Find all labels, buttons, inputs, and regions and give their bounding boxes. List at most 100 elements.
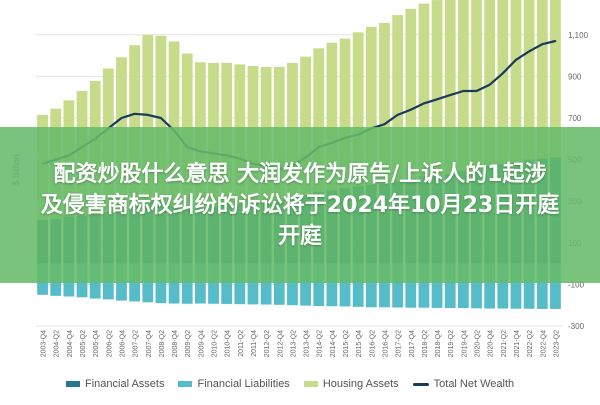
bar-financial-liabilities (181, 263, 193, 304)
bar-housing-assets (142, 34, 154, 202)
x-tick-label: 2009-Q2 (185, 330, 192, 357)
legend-item-housing-assets: Housing Assets (303, 378, 399, 390)
bar-financial-liabilities (339, 263, 351, 307)
x-tick-label: 2010-Q4 (225, 330, 232, 357)
bar-financial-liabilities (523, 263, 535, 309)
bar-housing-assets (431, 0, 443, 176)
x-tick-label: 2007-Q2 (133, 330, 140, 357)
bar-financial-liabilities (418, 263, 430, 308)
bar-financial-liabilities (405, 263, 417, 308)
point-total-net-wealth (160, 117, 162, 119)
legend-label-financial-liabilities: Financial Liabilities (197, 378, 290, 390)
bar-housing-assets (484, 0, 496, 166)
point-total-net-wealth (541, 43, 544, 46)
point-total-net-wealth (475, 90, 478, 92)
point-total-net-wealth (528, 50, 531, 53)
overlay-text-line-1: 配资炒股什么意思 大润发作为原告/上诉人的1起涉 (53, 161, 547, 187)
x-tick-label: 2004-Q4 (67, 330, 74, 357)
overlay-text-line-2: 及侵害商标权纠纷的诉讼将于2024年10月23日开庭 (40, 192, 560, 218)
x-tick-label: 2014-Q4 (330, 330, 337, 357)
legend-label-housing-assets: Housing Assets (322, 378, 399, 390)
bar-housing-assets (497, 0, 509, 164)
point-total-net-wealth (423, 102, 425, 105)
bar-financial-liabilities (457, 263, 469, 309)
point-total-net-wealth (554, 40, 557, 42)
legend-item-financial-assets: Financial Assets (66, 378, 164, 390)
bar-housing-assets (550, 0, 561, 158)
bar-financial-liabilities (234, 263, 246, 305)
y-tick-label: -300 (568, 322, 585, 331)
legend-label-total-net-wealth: Total Net Wealth (433, 378, 515, 390)
bar-housing-assets (510, 0, 522, 163)
x-tick-label: 2021-Q2 (501, 330, 508, 357)
bar-financial-liabilities (444, 263, 456, 309)
x-tick-label: 2012-Q4 (277, 330, 284, 357)
legend-swatch-financial-assets (66, 381, 80, 387)
legend-item-financial-liabilities: Financial Liabilities (178, 378, 290, 390)
x-tick-label: 2023-Q2 (553, 330, 560, 357)
legend-item-total-net-wealth: Total Net Wealth (412, 378, 515, 390)
bar-housing-assets (168, 41, 180, 206)
x-tick-label: 2017-Q4 (409, 330, 416, 357)
bar-financial-liabilities (379, 263, 390, 308)
x-tick-label: 2006-Q4 (119, 330, 126, 357)
legend-swatch-housing-assets (303, 381, 318, 387)
bar-financial-liabilities (536, 263, 548, 309)
bar-financial-liabilities (510, 263, 522, 309)
x-tick-label: 2021-Q4 (514, 330, 521, 357)
x-tick-label: 2022-Q2 (527, 330, 534, 357)
y-tick-label: 1,100 (568, 31, 589, 40)
bar-financial-liabilities (431, 263, 443, 308)
x-tick-label: 2019-Q4 (461, 330, 468, 357)
x-tick-label: 2004-Q2 (54, 330, 61, 357)
x-tick-label: 2008-Q2 (159, 330, 166, 357)
point-total-net-wealth (133, 112, 136, 115)
bar-financial-liabilities (168, 263, 180, 304)
point-total-net-wealth (501, 72, 504, 75)
overlay-banner[interactable]: 配资炒股什么意思 大润发作为原告/上诉人的1起涉 及侵害商标权纠纷的诉讼将于20… (0, 127, 600, 283)
bar-housing-assets (300, 56, 311, 195)
chart-legend: Financial Assets Financial Liabilities H… (66, 376, 514, 392)
bar-financial-liabilities (550, 263, 561, 309)
point-total-net-wealth (120, 117, 123, 119)
point-total-net-wealth (146, 113, 149, 116)
bar-financial-liabilities (208, 263, 219, 304)
x-tick-label: 2008-Q4 (172, 330, 179, 357)
bar-financial-liabilities (287, 263, 298, 306)
x-tick-label: 2011-Q2 (238, 330, 245, 357)
bar-financial-liabilities (194, 263, 206, 304)
y-tick-label: -100 (568, 280, 585, 289)
x-tick-label: 2020-Q2 (475, 330, 482, 357)
bar-housing-assets (457, 0, 469, 172)
legend-label-financial-assets: Financial Assets (85, 378, 165, 390)
bar-financial-liabilities (247, 263, 259, 305)
point-total-net-wealth (449, 94, 452, 97)
bar-housing-assets (471, 0, 482, 170)
x-tick-label: 2012-Q2 (264, 330, 271, 357)
x-tick-label: 2016-Q2 (369, 330, 376, 357)
x-tick-label: 2010-Q2 (212, 330, 219, 357)
bar-financial-liabilities (326, 263, 338, 307)
x-tick-label: 2022-Q4 (540, 330, 547, 357)
bar-housing-assets (352, 32, 364, 187)
bar-housing-assets (536, 0, 548, 159)
x-tick-label: 2020-Q4 (488, 330, 495, 357)
x-tick-label: 2009-Q4 (198, 330, 205, 357)
bar-housing-assets (405, 8, 417, 179)
bar-housing-assets (523, 0, 535, 160)
x-tick-label: 2005-Q2 (80, 330, 87, 357)
x-tick-label: 2003-Q4 (41, 330, 48, 357)
bar-financial-liabilities (313, 263, 325, 307)
bar-housing-assets (444, 0, 456, 174)
x-tick-label: 2015-Q2 (343, 330, 350, 357)
bar-financial-liabilities (155, 263, 167, 304)
x-tick-label: 2017-Q2 (396, 330, 403, 357)
y-tick-label: 700 (568, 114, 582, 123)
bar-housing-assets (313, 48, 325, 192)
bar-housing-assets (418, 3, 430, 177)
y-tick-label: 900 (568, 72, 582, 81)
legend-swatch-total-net-wealth (412, 382, 429, 386)
overlay-text-line-3: 开庭 (277, 223, 322, 249)
legend-swatch-financial-liabilities (178, 381, 193, 387)
point-total-net-wealth (488, 83, 491, 86)
